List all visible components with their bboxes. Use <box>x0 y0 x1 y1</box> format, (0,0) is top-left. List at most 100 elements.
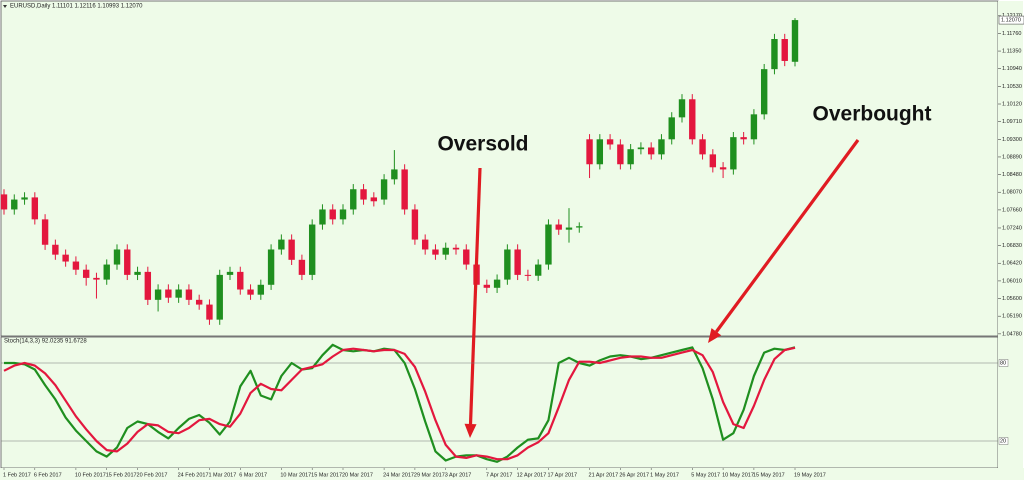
y-tick-label: 1.11350 <box>1002 49 1021 55</box>
candle-body <box>339 209 347 220</box>
annotation-arrowhead <box>708 328 722 343</box>
candle-body <box>62 254 69 262</box>
y-tick-label: 1.10120 <box>1002 101 1022 107</box>
candle-body <box>319 209 326 225</box>
x-tick-label: 15 Mar 2017 <box>311 472 342 478</box>
candle-body <box>93 277 100 280</box>
y-tick-label: 1.09710 <box>1002 119 1022 125</box>
x-tick-label: 26 Apr 2017 <box>619 472 649 478</box>
level-box <box>998 437 1009 445</box>
y-tick-label: 80 <box>1000 360 1006 366</box>
candle-body <box>144 271 152 300</box>
candle-body <box>360 189 367 200</box>
candle-body <box>606 139 614 145</box>
y-tick-label: 1.05190 <box>1002 314 1022 320</box>
y-tick-label: 1.06010 <box>1002 278 1022 284</box>
price-title: EURUSD,Daily 1.11101 1.12116 1.10993 1.1… <box>10 4 143 10</box>
x-tick-label: 21 Apr 2017 <box>589 472 619 478</box>
y-tick-label: 1.10530 <box>1002 84 1022 90</box>
candle-body <box>31 197 39 220</box>
candle-body <box>668 117 675 140</box>
candle-body <box>237 271 244 290</box>
candle-body <box>370 197 378 202</box>
candle-body <box>267 249 275 285</box>
x-tick-label: 20 Feb 2017 <box>137 472 168 478</box>
x-tick-label: 17 Apr 2017 <box>547 472 577 478</box>
x-tick-label: 20 Mar 2017 <box>342 472 373 478</box>
candle-body <box>124 249 131 275</box>
x-tick-label: 15 May 2017 <box>753 472 785 478</box>
candle-body <box>647 147 655 155</box>
current-price-box <box>998 15 1024 25</box>
candle-body <box>730 137 737 170</box>
candle-body <box>257 284 265 295</box>
y-tick-label: 1.09300 <box>1002 137 1022 143</box>
candle-body <box>442 247 449 255</box>
candle-body <box>421 239 429 250</box>
annotation-arrow <box>715 139 860 333</box>
candle-body <box>72 261 80 270</box>
candle-body <box>678 99 686 118</box>
candle-body <box>134 271 141 275</box>
candle-body <box>216 274 223 320</box>
x-tick-label: 1 May 2017 <box>650 472 679 478</box>
candle-body <box>41 219 49 245</box>
candle-body <box>195 299 203 305</box>
y-tick-label: 1.08070 <box>1002 190 1022 196</box>
annotation-label: Oversold <box>437 133 528 156</box>
time-axis-area <box>0 468 1024 480</box>
y-tick-label: 1.05600 <box>1002 296 1022 302</box>
y-tick-label: 1.07660 <box>1002 207 1022 213</box>
candle-body <box>760 69 768 115</box>
candle-body <box>103 264 110 280</box>
stoch-line <box>4 343 796 463</box>
candle-body <box>0 194 8 210</box>
candle-body <box>514 249 521 275</box>
plot-layer: 1.04780 1.05190 1.05600 1.06010 1.06420 1.068… <box>0 13 1024 478</box>
candle-body <box>658 139 665 155</box>
x-tick-label: 3 Apr 2017 <box>445 472 472 478</box>
candle-body <box>565 227 573 230</box>
x-tick-label: 6 Feb 2017 <box>34 472 62 478</box>
candle-body <box>298 259 306 275</box>
price-axis-area <box>998 1 1023 468</box>
x-tick-label: 24 Feb 2017 <box>178 472 209 478</box>
x-tick-label: 6 Mar 2017 <box>239 472 267 478</box>
candle-body <box>504 249 511 280</box>
x-tick-label: 24 Mar 2017 <box>383 472 414 478</box>
candle-body <box>750 114 758 140</box>
candle-body <box>401 169 408 210</box>
stoch-title: Stoch(14,3,3) 92.0235 91.6728 <box>4 339 87 345</box>
x-tick-label: 15 Feb 2017 <box>106 472 137 478</box>
symbol-marker <box>3 5 7 8</box>
stoch-line <box>3 346 796 461</box>
candle-body <box>534 264 542 276</box>
candle-body <box>82 269 90 278</box>
x-tick-label: 7 Apr 2017 <box>486 472 513 478</box>
x-tick-label: 19 May 2017 <box>794 472 826 478</box>
y-tick-label: 1.07240 <box>1002 225 1022 231</box>
x-tick-label: 1 Feb 2017 <box>3 472 31 478</box>
annotation-arrow <box>468 167 482 425</box>
candle-body <box>247 289 254 295</box>
y-tick-label: 1.06420 <box>1002 261 1022 267</box>
candle-body <box>463 249 470 265</box>
candle-body <box>329 209 336 220</box>
candle-body <box>740 137 747 140</box>
candle-body <box>350 189 357 210</box>
candle-body <box>637 147 645 150</box>
current-price-label: 1.12070 <box>1001 18 1021 24</box>
candle-body <box>52 244 59 255</box>
candle-body <box>627 149 634 165</box>
candle-body <box>206 304 213 320</box>
candle-body <box>288 239 295 260</box>
annotation-arrowhead <box>464 423 477 438</box>
y-tick-label: 20 <box>1000 438 1006 444</box>
candle-body <box>308 224 316 275</box>
candle-body <box>452 247 460 250</box>
candle-body <box>699 139 706 155</box>
candle-body <box>483 284 491 288</box>
candle-body <box>432 249 439 255</box>
level-box <box>998 359 1009 367</box>
